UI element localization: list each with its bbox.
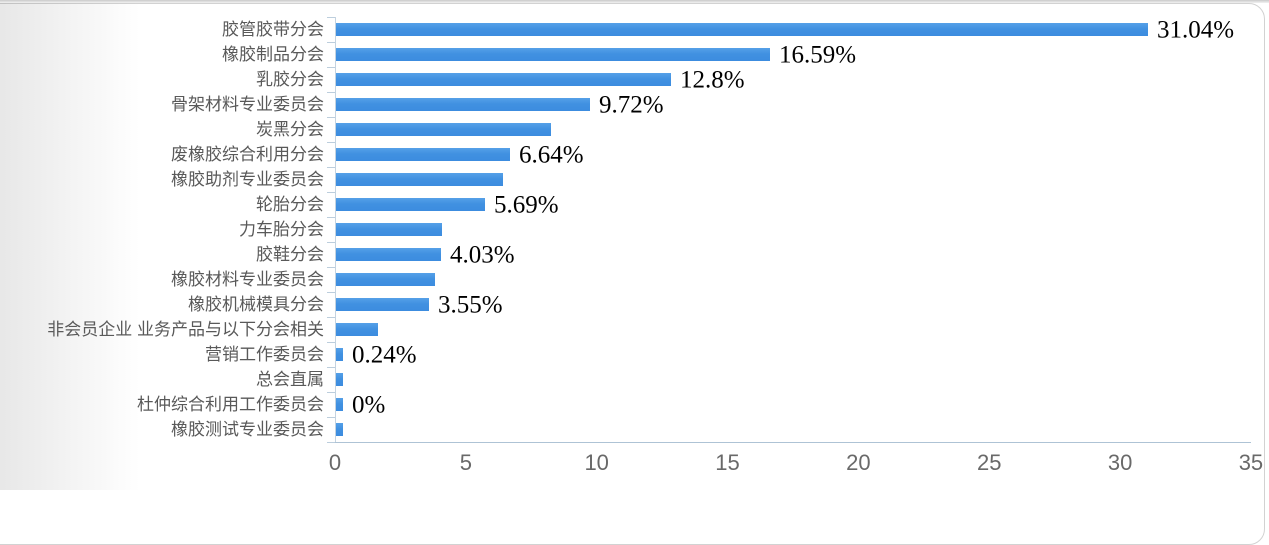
bar	[336, 323, 378, 336]
category-label: 轮胎分会	[256, 195, 324, 214]
chart-row: 轮胎分会 5.69%	[0, 192, 1269, 217]
category-label: 骨架材料专业委员会	[171, 95, 324, 114]
x-axis-tick-label: 30	[1107, 450, 1133, 475]
bar	[336, 398, 343, 411]
bar	[336, 48, 770, 61]
category-label: 橡胶材料专业委员会	[171, 270, 324, 289]
category-label: 乳胶分会	[256, 70, 324, 89]
x-axis-tick-label: 25	[977, 450, 1002, 475]
chart-row: 总会直属	[0, 367, 1269, 392]
data-label: 5.69%	[494, 191, 559, 218]
chart-row: 非会员企业 业务产品与以下分会相关	[0, 317, 1269, 342]
chart-row: 营销工作委员会 0.24%	[0, 342, 1269, 367]
bar-chart: 胶管胶带分会 31.04% 橡胶制品分会 16.59% 乳胶分会 12.8% 骨架材料专业委…	[0, 17, 1269, 475]
category-axis-tick	[327, 142, 335, 143]
x-axis-tick-label: 5	[459, 450, 472, 475]
bar	[336, 273, 435, 286]
chart-row: 炭黑分会	[0, 117, 1269, 142]
category-label: 胶鞋分会	[256, 245, 324, 264]
category-axis-tick	[327, 217, 335, 218]
data-label: 12.8%	[680, 66, 745, 93]
category-label: 非会员企业 业务产品与以下分会相关	[47, 320, 324, 339]
chart-row: 橡胶制品分会 16.59%	[0, 42, 1269, 67]
category-axis-tick	[327, 342, 335, 343]
chart-row: 橡胶材料专业委员会	[0, 267, 1269, 292]
data-label: 4.03%	[450, 241, 515, 268]
chart-row: 橡胶机械模具分会 3.55%	[0, 292, 1269, 317]
bar	[336, 23, 1148, 36]
chart-card	[0, 3, 1265, 545]
category-axis-tick	[327, 42, 335, 43]
bar	[336, 223, 442, 236]
bar	[336, 123, 551, 136]
bar	[336, 248, 441, 261]
category-label: 废橡胶综合利用分会	[171, 145, 324, 164]
chart-row: 乳胶分会 12.8%	[0, 67, 1269, 92]
chart-row: 橡胶助剂专业委员会	[0, 167, 1269, 192]
category-axis-tick	[327, 442, 335, 443]
category-axis-tick	[327, 242, 335, 243]
category-axis-tick	[327, 167, 335, 168]
category-label: 总会直属	[256, 370, 324, 389]
category-axis-tick	[327, 392, 335, 393]
bar	[336, 423, 343, 436]
category-label: 炭黑分会	[256, 120, 324, 139]
bar	[336, 198, 485, 211]
category-label: 橡胶助剂专业委员会	[171, 170, 324, 189]
category-label: 营销工作委员会	[205, 345, 324, 364]
value-axis-line	[335, 442, 1251, 443]
category-axis-tick	[327, 367, 335, 368]
x-axis-tick-label: 20	[846, 450, 871, 475]
x-axis-tick-label: 15	[715, 450, 740, 475]
category-axis-tick	[327, 67, 335, 68]
chart-row: 力车胎分会	[0, 217, 1269, 242]
x-axis-tick-label: 35	[1238, 450, 1264, 475]
category-axis-tick	[327, 117, 335, 118]
category-label: 橡胶制品分会	[222, 45, 324, 64]
bar	[336, 373, 343, 386]
data-label: 9.72%	[599, 91, 664, 118]
data-label: 3.55%	[438, 291, 503, 318]
category-axis-tick	[327, 17, 335, 18]
data-label: 16.59%	[779, 41, 857, 68]
chart-row: 骨架材料专业委员会 9.72%	[0, 92, 1269, 117]
bar	[336, 298, 429, 311]
chart-row: 杜仲综合利用工作委员会 0%	[0, 392, 1269, 417]
category-axis-tick	[327, 192, 335, 193]
category-axis-tick	[327, 292, 335, 293]
chart-row: 胶鞋分会 4.03%	[0, 242, 1269, 267]
category-label: 力车胎分会	[239, 220, 324, 239]
category-axis-tick	[327, 317, 335, 318]
category-label: 杜仲综合利用工作委员会	[137, 395, 324, 414]
category-axis-tick	[327, 92, 335, 93]
category-axis-line	[335, 17, 336, 442]
chart-row: 废橡胶综合利用分会 6.64%	[0, 142, 1269, 167]
chart-row: 胶管胶带分会 31.04%	[0, 17, 1269, 42]
bar	[336, 173, 503, 186]
bar	[336, 73, 671, 86]
x-axis-tick-label: 10	[584, 450, 609, 475]
data-label: 6.64%	[519, 141, 584, 168]
bar	[336, 98, 590, 111]
data-label: 0%	[352, 391, 386, 418]
x-axis-tick-label: 0	[328, 450, 342, 475]
category-axis-tick	[327, 267, 335, 268]
chart-row: 橡胶测试专业委员会	[0, 417, 1269, 442]
bar	[336, 148, 510, 161]
category-axis-tick	[327, 417, 335, 418]
bar	[336, 348, 343, 361]
data-label: 0.24%	[352, 341, 417, 368]
category-label: 胶管胶带分会	[222, 20, 324, 39]
category-label: 橡胶机械模具分会	[188, 295, 324, 314]
data-label: 31.04%	[1157, 16, 1235, 43]
category-label: 橡胶测试专业委员会	[171, 420, 324, 439]
